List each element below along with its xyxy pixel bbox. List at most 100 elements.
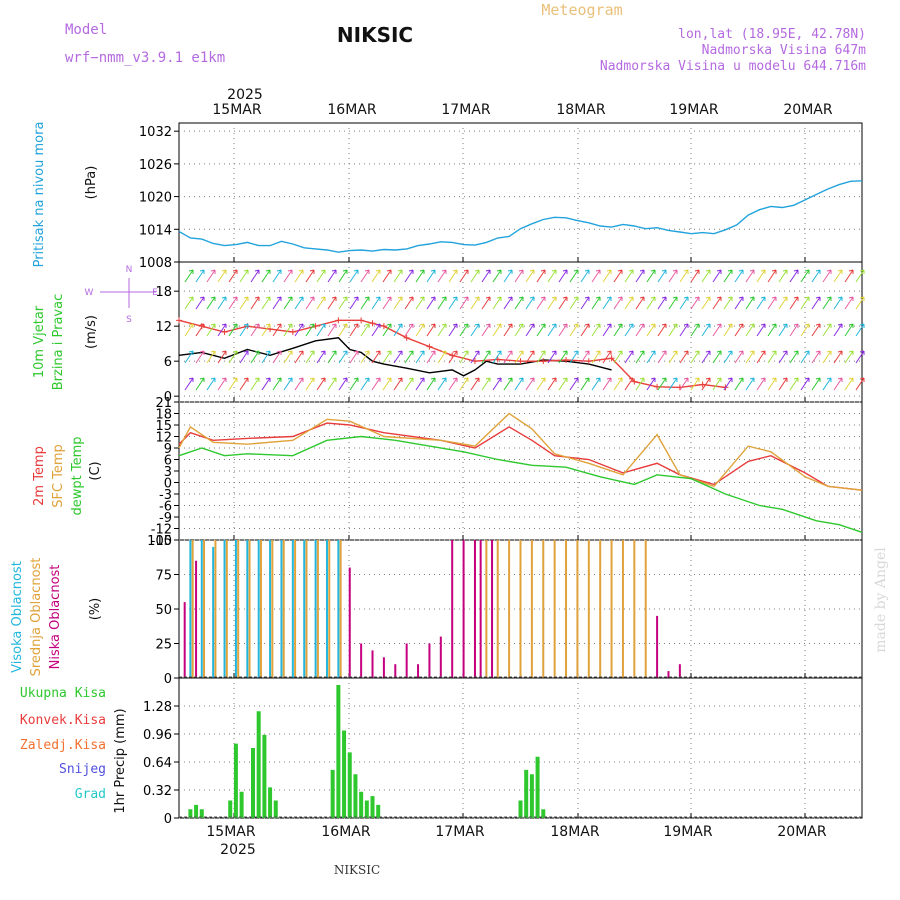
- wind-arrow: [679, 350, 689, 364]
- panel-clouds: 0 25 50 75 100 Visoka Oblacnost Srednja Oblacn…: [10, 534, 863, 687]
- bar-srednja-oblacnost: [633, 540, 636, 678]
- bar-visoka-oblacnost: [303, 540, 306, 678]
- wind-arrow: [272, 269, 282, 283]
- wind-arrow: [338, 296, 348, 310]
- wind-arrow: [250, 296, 260, 310]
- wind-arrow: [371, 350, 381, 364]
- wind-arrow: [294, 377, 304, 391]
- panels: 15MAR 15MAR 16MAR 16MAR 17MAR 17MAR 18MAR 18MAR…: [10, 102, 865, 840]
- wind-arrow: [316, 269, 326, 283]
- wind-arrow: [415, 269, 425, 283]
- wind-arrow: [272, 350, 282, 364]
- wind-arrow: [734, 296, 744, 310]
- bar-ukupna-kisa: [262, 734, 267, 818]
- wind-arrow: [393, 269, 403, 283]
- wind-arrow: [855, 377, 865, 391]
- wind-arrow: [492, 350, 502, 364]
- bar-srednja-oblacnost: [610, 540, 613, 678]
- bar-srednja-oblacnost: [542, 540, 545, 678]
- wind-arrow: [360, 269, 370, 283]
- legend-precip-4: Grad: [75, 787, 106, 802]
- wind-arrow: [602, 323, 612, 337]
- bar-ukupna-kisa: [199, 809, 204, 818]
- series-line-dewpt-temp: [178, 435, 863, 533]
- bar-visoka-oblacnost: [257, 540, 260, 678]
- bar-ukupna-kisa: [541, 809, 546, 818]
- wind-arrow: [316, 350, 326, 364]
- wind-arrow: [712, 296, 722, 310]
- wind-arrow: [228, 350, 238, 364]
- wind-arrow: [701, 269, 711, 283]
- wind-arrow: [195, 296, 205, 310]
- gust-marker: [563, 357, 570, 363]
- y-tick-label: 0: [164, 390, 172, 405]
- wind-arrow: [228, 269, 238, 283]
- wind-arrow: [591, 323, 601, 337]
- wind-arrow: [778, 323, 788, 337]
- wind-arrow: [536, 377, 546, 391]
- date-label-bottom: 15MAR: [206, 824, 255, 840]
- wind-arrow: [800, 323, 810, 337]
- wind-arrow: [250, 350, 260, 364]
- bar-ukupna-kisa: [535, 756, 540, 818]
- wind-arrow: [646, 323, 656, 337]
- legend-precip-2: Zaledj.Kisa: [20, 738, 106, 753]
- year-top: 2025: [227, 87, 263, 103]
- wind-arrow: [217, 323, 227, 337]
- wind-arrow: [272, 323, 282, 337]
- wind-arrow: [646, 269, 656, 283]
- wind-arrow: [789, 350, 799, 364]
- wind-arrow: [492, 269, 502, 283]
- wind-arrow: [470, 323, 480, 337]
- wind-arrow: [624, 323, 634, 337]
- wind-arrow: [536, 350, 546, 364]
- wind-arrow: [250, 269, 260, 283]
- y-tick-label: -3: [159, 488, 172, 503]
- wind-arrow: [360, 323, 370, 337]
- wind-arrow: [184, 350, 194, 364]
- wind-arrow: [448, 296, 458, 310]
- wind-arrow: [294, 296, 304, 310]
- ylabel-wind-sub: Brzina i Pravac: [51, 294, 66, 391]
- wind-arrow: [305, 323, 315, 337]
- wind-arrow: [261, 296, 271, 310]
- wind-arrow: [580, 350, 590, 364]
- gust-marker: [289, 329, 296, 335]
- wind-arrow: [239, 350, 249, 364]
- wind-arrow: [525, 350, 535, 364]
- bar-ukupna-kisa: [376, 804, 381, 818]
- wind-arrow: [701, 350, 711, 364]
- wind-arrow: [415, 323, 425, 337]
- wind-arrow: [767, 350, 777, 364]
- bar-srednja-oblacnost: [225, 540, 228, 678]
- wind-arrow: [338, 269, 348, 283]
- wind-arrow: [437, 377, 447, 391]
- wind-arrow: [547, 269, 557, 283]
- bar-visoka-oblacnost: [223, 540, 226, 678]
- wind-arrow: [448, 269, 458, 283]
- wind-arrow: [327, 296, 337, 310]
- wind-arrow: [569, 350, 579, 364]
- wind-arrow: [822, 296, 832, 310]
- bar-srednja-oblacnost: [530, 540, 533, 678]
- bar-srednja-oblacnost: [316, 540, 319, 678]
- wind-arrow: [756, 350, 766, 364]
- ylabel-temp-1: SFC Temp: [51, 444, 66, 508]
- wind-arrow: [723, 377, 733, 391]
- gust-marker: [631, 378, 638, 385]
- bar-srednja-oblacnost: [191, 540, 194, 678]
- wind-arrow: [503, 350, 513, 364]
- wind-arrow: [360, 350, 370, 364]
- wind-arrow: [426, 350, 436, 364]
- wind-arrow: [415, 350, 425, 364]
- wind-arrow: [822, 377, 832, 391]
- wind-arrow: [833, 323, 843, 337]
- wind-arrow: [217, 296, 227, 310]
- wind-arrow: [228, 296, 238, 310]
- bar-niska-oblacnost: [195, 560, 198, 678]
- bar-ukupna-kisa: [524, 769, 529, 818]
- wind-arrow: [855, 296, 865, 310]
- gust-marker: [654, 383, 661, 390]
- wind-arrow: [613, 350, 623, 364]
- bar-ukupna-kisa: [342, 730, 347, 818]
